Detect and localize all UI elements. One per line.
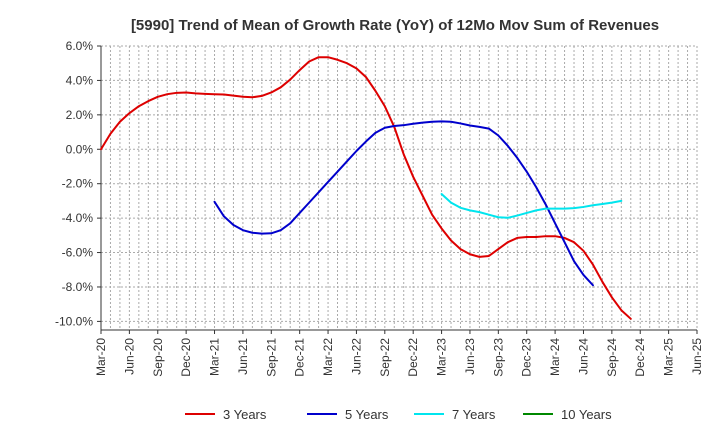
x-tick-label: Mar-20 (94, 338, 108, 376)
legend: 3 Years 5 Years 7 Years 10 Years (185, 407, 612, 422)
x-tick-label: Mar-23 (435, 338, 449, 376)
x-tick-label: Dec-21 (293, 338, 307, 377)
x-tick-label: Sep-22 (378, 338, 392, 377)
legend-label: 3 Years (223, 407, 267, 422)
series-line-5-years (213, 120, 594, 287)
series-line-7-years (440, 193, 623, 219)
x-tick-label: Mar-21 (208, 338, 222, 376)
series-layer (100, 56, 632, 320)
y-tick-label: -8.0% (62, 280, 94, 294)
y-tick-label: 6.0% (66, 39, 94, 53)
x-tick-label: Mar-22 (321, 338, 335, 376)
x-tick-label: Dec-23 (520, 338, 534, 377)
y-tick-label: -4.0% (62, 211, 94, 225)
x-tick-label: Sep-23 (491, 338, 505, 377)
legend-label: 7 Years (452, 407, 496, 422)
x-tick-label: Dec-24 (633, 338, 647, 377)
x-tick-label: Jun-21 (236, 338, 250, 375)
legend-label: 5 Years (345, 407, 389, 422)
x-tick-label: Sep-24 (605, 338, 619, 377)
x-tick-label: Jun-22 (349, 338, 363, 375)
legend-label: 10 Years (561, 407, 612, 422)
y-tick-label: -10.0% (55, 314, 93, 328)
y-tick-label: 4.0% (66, 73, 94, 87)
x-tick-label: Dec-22 (406, 338, 420, 377)
y-tick-label: 2.0% (66, 108, 94, 122)
x-tick-label: Jun-24 (576, 338, 590, 375)
x-tick-label: Sep-20 (151, 338, 165, 377)
y-tick-label: -2.0% (62, 177, 94, 191)
grid-layer (100, 45, 698, 330)
x-tick-label: Sep-21 (264, 338, 278, 377)
x-tick-label: Dec-20 (179, 338, 193, 377)
chart-title: [5990] Trend of Mean of Growth Rate (YoY… (131, 17, 659, 34)
x-tick-label: Jun-25 (690, 338, 704, 375)
y-tick-label: 0.0% (66, 142, 94, 156)
x-tick-label: Mar-24 (548, 338, 562, 376)
x-tick-label: Jun-20 (122, 338, 136, 375)
axis-layer: 6.0% 4.0% 2.0% 0.0% -2.0% -4.0% -6.0% -8.0% -10.… (55, 39, 704, 377)
x-tick-label: Mar-25 (662, 338, 676, 376)
x-tick-label: Jun-23 (463, 338, 477, 375)
series-line-3-years (100, 56, 632, 320)
y-tick-label: -6.0% (62, 246, 94, 260)
